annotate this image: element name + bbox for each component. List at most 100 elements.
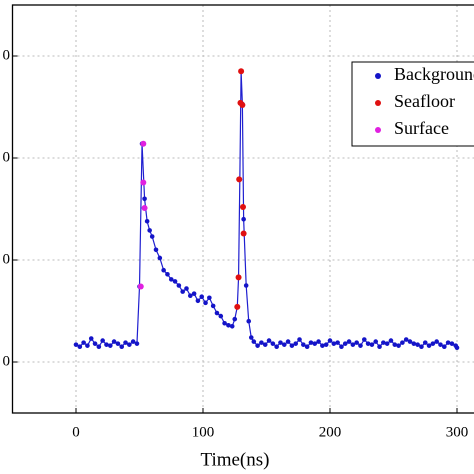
data-point [100, 338, 105, 343]
data-point [191, 291, 197, 296]
data-point [312, 341, 318, 346]
data-point [365, 341, 371, 346]
data-point [207, 295, 212, 301]
data-point [246, 318, 252, 324]
data-point [229, 324, 235, 329]
legend-label: Seafloor [394, 91, 455, 111]
data-point [111, 339, 117, 344]
data-point [134, 341, 140, 346]
y-tick-label: 0 [3, 251, 11, 267]
data-point [297, 337, 302, 342]
data-point [259, 340, 264, 345]
legend-marker [375, 100, 381, 106]
data-point [88, 336, 94, 341]
data-point [81, 340, 86, 345]
data-point [377, 344, 382, 350]
data-point [96, 344, 102, 350]
data-point [262, 342, 268, 347]
data-point [234, 303, 241, 310]
data-point [73, 342, 79, 347]
data-point [92, 341, 98, 346]
data-point [358, 343, 363, 348]
data-point [419, 344, 424, 350]
data-point [339, 344, 344, 350]
y-tick-label: 0 [3, 149, 11, 165]
data-point [403, 337, 409, 342]
data-point [147, 228, 152, 233]
plot-frame [11, 4, 474, 414]
data-point [243, 283, 249, 288]
data-point [251, 339, 257, 344]
legend-marker [375, 73, 381, 79]
data-point [373, 339, 379, 344]
data-point [236, 176, 243, 183]
data-point [149, 234, 155, 239]
data-point [304, 344, 310, 350]
data-point [346, 339, 352, 344]
data-point [140, 140, 147, 147]
data-point [127, 342, 132, 347]
data-point [274, 344, 279, 350]
data-point [422, 340, 428, 345]
data-point [214, 310, 220, 316]
data-point [85, 343, 90, 348]
data-point [144, 218, 150, 224]
data-point [176, 283, 182, 288]
data-point [415, 342, 420, 347]
data-point [222, 320, 227, 326]
data-point [430, 341, 436, 346]
data-point [293, 341, 299, 346]
data-point [266, 338, 272, 343]
data-point [107, 343, 113, 348]
data-point [130, 339, 136, 344]
x-tick-label: 100 [192, 424, 215, 440]
data-point [184, 286, 189, 291]
data-point [361, 337, 367, 342]
data-point [188, 293, 193, 299]
data-point [141, 204, 148, 211]
data-point [137, 283, 144, 290]
data-point [301, 342, 306, 347]
data-point [407, 339, 413, 344]
data-point [384, 341, 390, 346]
data-point [210, 303, 216, 309]
data-point [240, 203, 247, 210]
x-tick-label: 300 [446, 424, 469, 440]
data-point [354, 340, 359, 345]
data-point [239, 101, 246, 108]
x-axis-label: Time(ns) [201, 449, 270, 470]
data-point [388, 338, 394, 343]
data-point [203, 300, 208, 306]
data-point [123, 340, 128, 345]
legend-label: Background [394, 64, 474, 84]
data-point [335, 340, 340, 345]
data-point [226, 322, 231, 328]
data-point [278, 340, 283, 345]
data-point [140, 179, 147, 186]
data-point [142, 196, 147, 202]
data-point [238, 68, 245, 75]
data-point [289, 343, 295, 348]
data-point [369, 342, 375, 347]
data-point [172, 279, 178, 284]
legend-marker [375, 127, 381, 133]
data-point [240, 230, 247, 237]
x-tick-label: 200 [319, 424, 342, 440]
data-point [104, 342, 109, 347]
data-point [248, 335, 254, 340]
data-point [255, 343, 260, 348]
data-point [161, 267, 166, 273]
data-point [199, 294, 205, 300]
data-point [218, 313, 224, 319]
data-point [157, 255, 163, 261]
data-point [323, 342, 329, 347]
data-point [77, 344, 83, 350]
data-point [119, 344, 125, 350]
data-point [426, 343, 432, 348]
data-point [232, 316, 238, 322]
legend-label: Surface [394, 118, 449, 138]
data-point [235, 274, 242, 281]
data-point [115, 341, 121, 346]
data-point [442, 344, 447, 350]
